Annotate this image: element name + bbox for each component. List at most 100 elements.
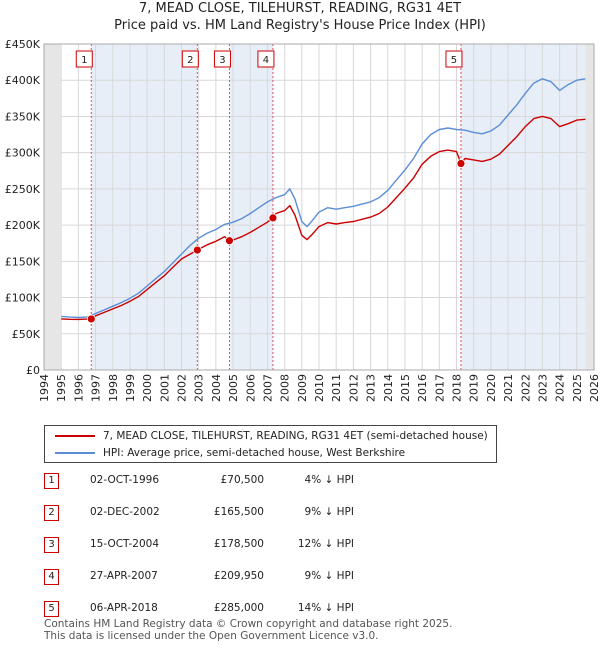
sale-hpi-diff: 4% ↓ HPI [304,474,354,486]
sale-marker-box [75,50,93,68]
y-tick-label: £250K [5,183,41,196]
x-tick-label: 1999 [124,374,137,402]
sale-row: 5 06-APR-2018 £285,000 14% ↓ HPI [44,601,384,617]
shaded-band [460,44,586,370]
chart-subtitle: Price paid vs. HM Land Registry's House … [114,18,486,33]
x-tick-label: 2018 [451,374,464,402]
footer-license: This data is licensed under the Open Gov… [44,630,379,642]
legend-item-sales: 7, MEAD CLOSE, TILEHURST, READING, RG31 … [55,428,488,444]
sale-marker-box [445,50,463,68]
sale-number-badge: 5 [44,601,59,617]
x-tick-label: 2017 [433,374,446,402]
legend-label-hpi: HPI: Average price, semi-detached house,… [103,447,406,459]
sale-marker-label: 2 [187,55,193,66]
series-line [61,78,586,319]
sale-number-badge: 1 [44,473,59,489]
x-tick-label: 2009 [296,374,309,402]
footer-copyright: Contains HM Land Registry data © Crown c… [44,618,453,630]
sale-price: £209,950 [213,570,264,582]
x-tick-label: 1996 [72,374,85,402]
x-tick-label: 2015 [399,374,412,402]
legend-label-sales: 7, MEAD CLOSE, TILEHURST, READING, RG31 … [103,430,488,442]
y-tick-label: £400K [5,74,41,87]
x-tick-label: 2003 [193,374,206,402]
y-tick-label: £0 [26,364,40,377]
sale-number-badge: 4 [44,569,59,585]
x-tick-label: 2006 [244,374,257,402]
sale-price: £165,500 [213,506,264,518]
x-tick-label: 2011 [330,374,343,402]
sale-point [456,159,466,168]
sale-marker-label: 5 [451,55,457,66]
x-tick-label: 2004 [210,374,223,402]
sale-marker-label: 1 [81,55,87,66]
sale-point [86,314,96,324]
x-tick-label: 2026 [588,374,600,402]
x-tick-label: 2022 [519,374,532,402]
sale-date: 15-OCT-2004 [90,538,159,550]
sale-row: 2 02-DEC-2002 £165,500 9% ↓ HPI [44,505,384,521]
sale-marker-label: 3 [219,55,225,66]
x-tick-label: 2019 [468,374,481,402]
x-tick-label: 2016 [416,374,429,402]
legend-swatch-hpi [55,452,95,454]
sale-marker-label: 4 [263,55,269,66]
sale-price: £70,500 [220,474,264,486]
x-tick-label: 2008 [279,374,292,402]
no-data-area [585,44,594,370]
sale-row: 3 15-OCT-2004 £178,500 12% ↓ HPI [44,537,384,553]
x-tick-label: 2001 [158,374,171,402]
x-tick-label: 2024 [554,374,567,402]
sale-price: £285,000 [213,602,264,614]
y-tick-label: £100K [5,292,41,305]
sale-number-badge: 3 [44,537,59,553]
sale-price: £178,500 [213,538,264,550]
x-tick-label: 1998 [107,374,120,402]
x-tick-label: 2000 [141,374,154,402]
sale-marker-box [257,50,275,68]
sale-hpi-diff: 9% ↓ HPI [304,570,354,582]
x-tick-label: 2021 [502,374,515,402]
legend-swatch-sales [55,435,95,437]
sale-point [268,213,278,223]
x-tick-label: 2007 [261,374,274,402]
x-tick-label: 2014 [382,374,395,402]
y-tick-label: £150K [5,255,41,268]
x-tick-label: 1997 [90,374,103,402]
y-tick-label: £350K [5,110,41,123]
sale-point [225,236,234,246]
sale-hpi-diff: 12% ↓ HPI [297,538,354,550]
sale-row: 1 02-OCT-1996 £70,500 4% ↓ HPI [44,473,384,489]
sale-number-badge: 2 [44,505,59,521]
x-tick-label: 1994 [38,374,51,402]
x-tick-label: 2020 [485,374,498,402]
sale-hpi-diff: 9% ↓ HPI [304,506,354,518]
sale-date: 27-APR-2007 [90,570,158,582]
x-tick-label: 2025 [571,374,584,402]
sale-row: 4 27-APR-2007 £209,950 9% ↓ HPI [44,569,384,585]
no-data-area [44,44,62,370]
x-tick-label: 1995 [55,374,68,402]
y-tick-label: £50K [12,328,41,341]
sale-date: 02-OCT-1996 [90,474,159,486]
sale-marker-box [181,50,199,68]
x-tick-label: 2002 [176,374,189,402]
shaded-band [229,44,273,370]
x-tick-label: 2005 [227,374,240,402]
chart-title: 7, MEAD CLOSE, TILEHURST, READING, RG31 … [138,1,462,16]
x-tick-label: 2023 [536,374,549,402]
sale-date: 02-DEC-2002 [90,506,160,518]
chart-legend: 7, MEAD CLOSE, TILEHURST, READING, RG31 … [44,425,497,463]
legend-item-hpi: HPI: Average price, semi-detached house,… [55,445,405,461]
sale-date: 06-APR-2018 [90,602,158,614]
price-chart: 1 2 3 4 5 £0 £50K £100K £150K £200K £250K £300K £350… [5,38,600,402]
y-tick-label: £300K [5,147,41,160]
x-tick-label: 2010 [313,374,326,402]
sale-hpi-diff: 14% ↓ HPI [297,602,354,614]
sale-marker-box [213,50,231,68]
series-line [61,115,586,321]
x-tick-label: 2013 [365,374,378,402]
shaded-band [91,44,198,370]
x-tick-label: 2012 [347,374,360,402]
y-tick-label: £450K [5,38,41,51]
